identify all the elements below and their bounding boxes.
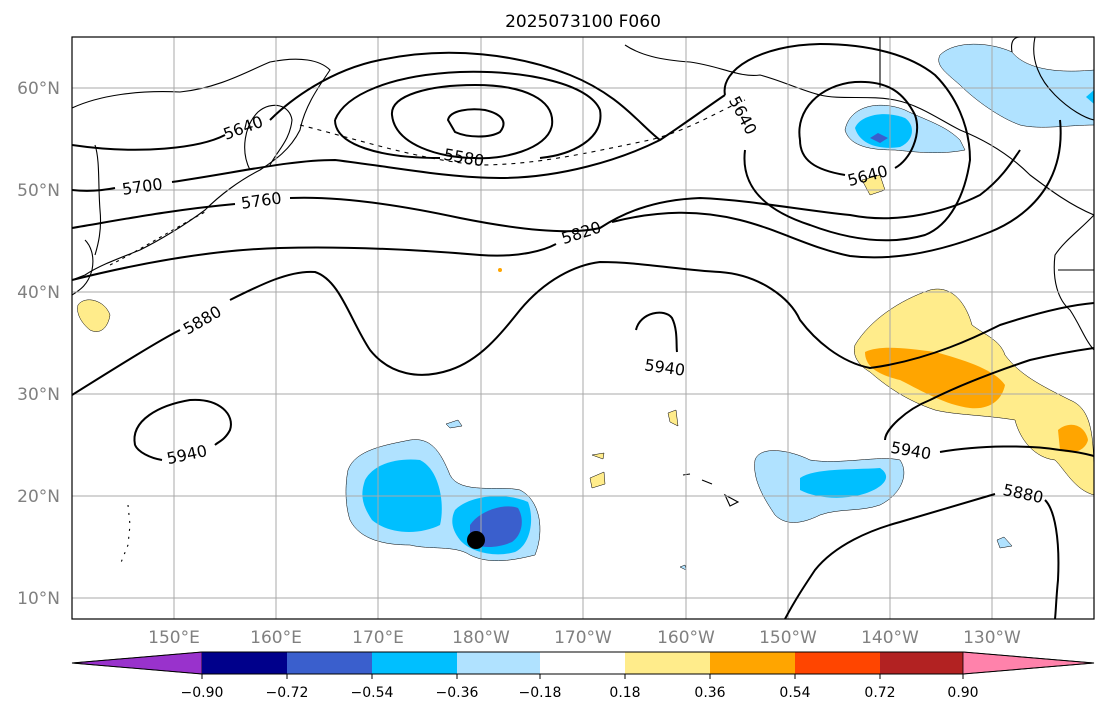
colorbar-label-6: 0.18 (609, 685, 640, 701)
contour-5820 (72, 119, 1062, 281)
lon-label-140w: 140°W (861, 628, 919, 648)
shade-positive-hawaii-speck-1 (589, 471, 606, 489)
colorbar-swatch-3 (372, 652, 457, 674)
colorbar-swatch-7 (710, 652, 795, 674)
contour-5640-east (723, 42, 972, 242)
coastline-alaska (624, 44, 1094, 216)
lon-label-160e: 160°E (250, 628, 302, 648)
shade-negative-gulf-alaska-min (870, 133, 888, 143)
map-frame (71, 36, 1095, 620)
map-panel: 5640 5580 5700 5760 5820 5880 5940 5940 … (71, 36, 1095, 620)
coastline-kamchatka (244, 104, 293, 171)
lon-label-150w: 150°W (759, 628, 817, 648)
lon-label-170w: 170°W (554, 628, 612, 648)
shade-negative-speck-2 (996, 536, 1013, 549)
colorbar-label-5: −0.18 (519, 685, 562, 701)
shade-negative-gulf-alaska-core (855, 114, 912, 148)
coastline-north-america (1053, 214, 1094, 351)
contour-5940-west (133, 398, 232, 461)
storm-position-marker (467, 531, 485, 549)
colorbar-label-10: 0.90 (947, 685, 978, 701)
colorbar-label-2: −0.72 (266, 685, 309, 701)
shade-negative-canada-edge (1086, 90, 1094, 104)
shade-positive-japan-speck (77, 299, 111, 332)
colorbar-label-4: −0.36 (436, 685, 479, 701)
colorbar-label-1: −0.90 (181, 685, 224, 701)
lon-label-160w: 160°W (657, 628, 715, 648)
contour-5580-outer (390, 83, 554, 160)
lon-labels: 150°E 160°E 170°E 180°W 170°W 160°W 150°… (148, 628, 1021, 648)
colorbar-swatch-9 (880, 652, 963, 674)
contour-5940-central (635, 311, 678, 353)
colorbar-label-7: 0.36 (694, 685, 725, 701)
coastline-aleutians (299, 99, 746, 166)
colorbar-extend-low (71, 651, 203, 675)
coastline-sakhalin (94, 144, 102, 256)
contour-5580-west (334, 70, 602, 159)
contour-5640-low (798, 80, 919, 176)
colorbar-ticks (201, 674, 964, 679)
colorbar-label-8: 0.54 (779, 685, 810, 701)
colorbar-label-3: −0.54 (351, 685, 394, 701)
lat-labels: 60°N 50°N 40°N 30°N 20°N 10°N (17, 79, 60, 609)
shade-positive-hawaii-speck-3 (667, 409, 679, 427)
lon-label-180w: 180°W (452, 628, 510, 648)
lat-label-60n: 60°N (17, 79, 60, 99)
shade-positive-tiny-speck (498, 268, 502, 272)
lon-label-130w: 130°W (963, 628, 1021, 648)
lat-label-30n: 30°N (17, 385, 60, 405)
height-contours (72, 42, 1094, 619)
shade-negative-speck-1 (445, 419, 463, 429)
colorbar-swatch-1 (202, 652, 287, 674)
gridlines (72, 37, 1094, 619)
lon-label-150e: 150°E (148, 628, 200, 648)
shade-positive-hawaii-speck-2 (591, 452, 605, 460)
lon-label-170e: 170°E (352, 628, 404, 648)
coastline-japan (72, 239, 94, 296)
contour-5700 (72, 94, 726, 192)
coastline-asia (72, 58, 331, 281)
colorbar-swatch-8 (795, 652, 880, 674)
colorbar-extend-high (962, 651, 1095, 675)
contour-5940-east (884, 347, 1094, 457)
lat-label-10n: 10°N (17, 589, 60, 609)
colorbar-swatch-2 (287, 652, 372, 674)
shade-positive-east-pacific-edge (1058, 424, 1088, 453)
contour-5880 (72, 260, 1094, 396)
colorbar-swatch-5 (540, 652, 625, 674)
contour-5640-west (72, 51, 661, 151)
contour-5760 (72, 149, 1021, 233)
coastlines (72, 37, 1094, 566)
shade-negative-canada (938, 43, 1094, 128)
lat-label-40n: 40°N (17, 283, 60, 303)
colorbar: −0.90 −0.72 −0.54 −0.36 −0.18 0.18 0.36 … (71, 651, 1095, 701)
colorbar-swatch-6 (625, 652, 710, 674)
colorbar-swatch-4 (457, 652, 540, 674)
contour-5580-inner (446, 108, 505, 138)
lat-label-50n: 50°N (17, 181, 60, 201)
contour-5880-south (784, 493, 1060, 619)
map-title: 2025073100 F060 (505, 12, 661, 32)
shade-negative-east-hawaii-core (800, 468, 887, 498)
lat-label-20n: 20°N (17, 487, 60, 507)
colorbar-label-9: 0.72 (864, 685, 895, 701)
